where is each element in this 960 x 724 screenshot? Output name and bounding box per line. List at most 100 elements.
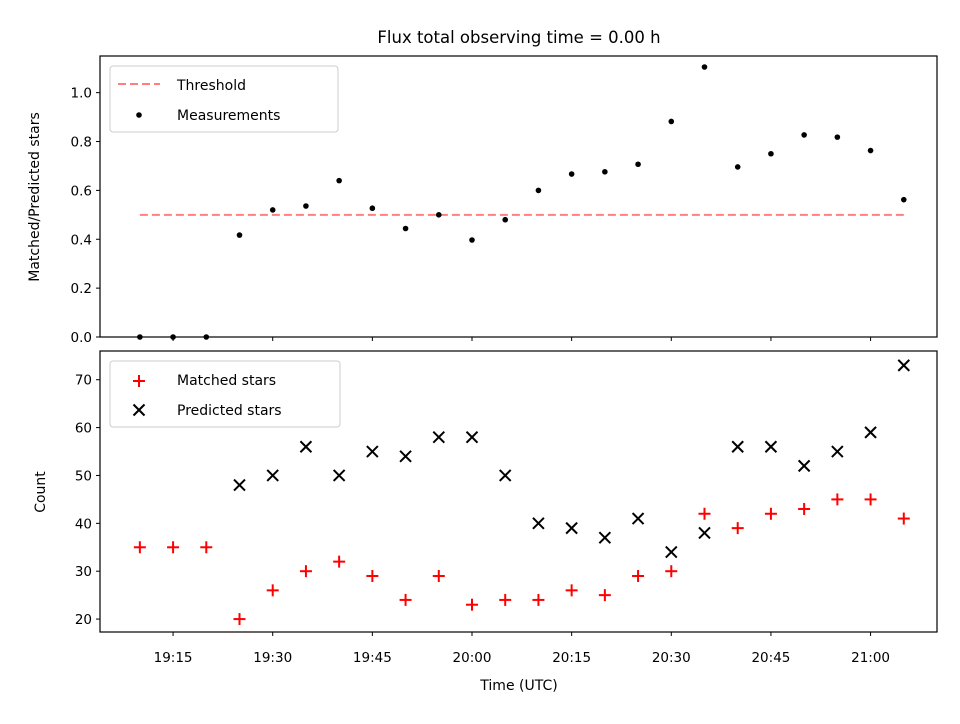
matched-star-point (864, 493, 877, 506)
predicted-star-point (499, 469, 512, 482)
legend-matched-swatch (133, 375, 145, 387)
matched-star-point (764, 507, 777, 520)
matched-star-point (133, 541, 146, 554)
matched-star-point (731, 522, 744, 535)
matched-star-point (399, 593, 412, 606)
measurement-point (568, 171, 575, 177)
measurement-point (602, 169, 608, 175)
matched-star-point (565, 584, 578, 597)
measurement-point (635, 161, 641, 168)
predicted-star-point (731, 440, 744, 453)
x-tick-label: 19:30 (253, 650, 292, 666)
measurement-point (900, 196, 907, 203)
measurement-point (768, 150, 774, 157)
predicted-star-point (233, 478, 246, 492)
matched-star-point (532, 593, 545, 606)
measurement-point (502, 216, 509, 223)
measurement-point (734, 164, 741, 170)
predicted-star-point (698, 526, 711, 540)
bottom-y-tick-label: 30 (75, 564, 92, 580)
matched-star-point (598, 589, 611, 602)
measurement-point (535, 187, 542, 194)
measurement-point (701, 64, 708, 70)
measurement-point (369, 205, 376, 212)
matched-star-point (798, 502, 811, 515)
measurement-point (303, 203, 309, 209)
x-tick-label: 20:45 (751, 650, 790, 666)
top-axes-frame (99, 55, 938, 338)
bottom-panel: 20 30 40 50 60 70 19:15 19:30 19:45 20:00 20:15 20:… (75, 350, 938, 666)
predicted-star-point (299, 440, 313, 453)
legend-matched-label: Matched stars (177, 373, 276, 389)
predicted-star-point (631, 512, 645, 525)
top-panel: 0.0 0.2 0.4 0.6 0.8 1.0 Threshold Measurements (71, 55, 938, 346)
predicted-star-point (864, 426, 877, 439)
bottom-y-tick-label: 40 (75, 516, 92, 532)
predicted-star-point (764, 440, 778, 453)
matched-star-point (698, 507, 711, 520)
bottom-y-tick-label: 60 (75, 421, 92, 437)
matched-star-point (266, 584, 279, 597)
matched-star-point (499, 593, 512, 606)
matched-star-point (200, 541, 213, 554)
measurement-point (435, 212, 442, 218)
measurement-point (867, 147, 874, 154)
matched-star-point (632, 569, 645, 582)
predicted-star-point (465, 430, 479, 444)
matched-star-point (665, 565, 678, 578)
matched-star-point (233, 613, 246, 626)
matched-star-point (432, 569, 445, 582)
legend-threshold-label: Threshold (176, 78, 246, 94)
measurement-point (801, 132, 807, 138)
measurement-point (336, 177, 342, 184)
predicted-star-point (432, 430, 445, 444)
predicted-star-point (797, 459, 811, 473)
matched-star-point (333, 555, 346, 568)
bottom-legend-box (109, 360, 341, 428)
predicted-star-point (665, 545, 678, 559)
bottom-legend: Matched stars Predicted stars (109, 360, 341, 428)
predicted-star-point (266, 469, 279, 482)
bottom-y-tick-label: 20 (75, 612, 92, 628)
predicted-star-point (332, 469, 346, 482)
measurement-point (834, 134, 841, 140)
legend-measurements-swatch (136, 112, 142, 118)
x-tick-label: 21:00 (851, 650, 890, 666)
x-tick-label: 19:45 (353, 650, 392, 666)
x-tick-label: 20:00 (453, 650, 492, 666)
top-legend: Threshold Measurements (109, 65, 339, 133)
predicted-star-point (532, 517, 545, 530)
x-tick-label: 20:30 (652, 650, 691, 666)
top-y-tick-label: 0.2 (71, 281, 92, 297)
predicted-star-point (565, 521, 578, 535)
top-y-tick-label: 1.0 (71, 86, 92, 102)
x-tick-label: 19:15 (154, 650, 193, 666)
measurement-point (269, 207, 276, 213)
chart-title: Flux total observing time = 0.00 h (377, 28, 660, 47)
measurement-point (402, 225, 409, 232)
top-legend-box (109, 65, 339, 133)
top-y-tick-label: 0.8 (71, 135, 92, 151)
measurement-point (469, 237, 475, 243)
legend-predicted-swatch (132, 403, 146, 417)
x-axis-label: Time (UTC) (479, 678, 557, 694)
predicted-star-point (598, 531, 612, 544)
bottom-y-tick-label: 70 (75, 373, 92, 389)
matched-star-point (466, 598, 478, 611)
top-y-tick-label: 0.4 (71, 232, 92, 248)
top-y-axis-label: Matched/Predicted stars (27, 112, 43, 282)
top-y-tick-label: 0.6 (71, 183, 92, 199)
matched-star-point (299, 565, 312, 578)
measurement-point (668, 118, 675, 125)
matched-star-point (831, 493, 844, 506)
predicted-star-point (399, 450, 412, 463)
predicted-star-point (831, 445, 844, 458)
matched-star-point (167, 541, 180, 554)
measurement-point (236, 232, 243, 238)
bottom-y-tick-label: 50 (75, 468, 92, 484)
predicted-star-point (366, 445, 379, 458)
bottom-y-axis-label: Count (33, 471, 49, 513)
legend-predicted-label: Predicted stars (177, 403, 282, 419)
matched-star-point (366, 569, 379, 582)
